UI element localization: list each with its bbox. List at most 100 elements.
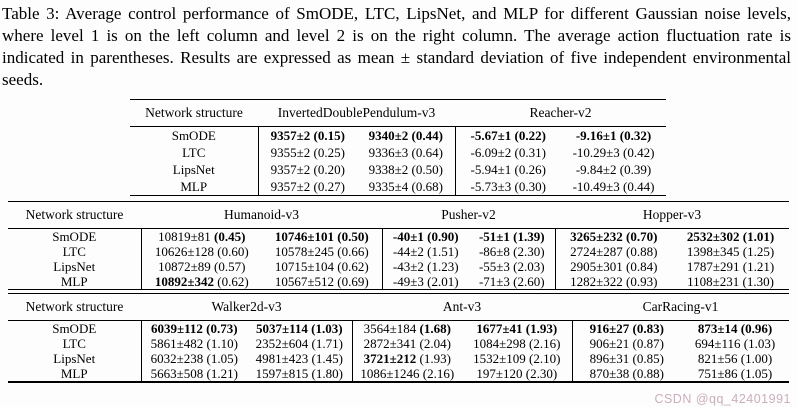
table-cell: 1084±298 (2.16) <box>473 336 561 351</box>
table-cell: -44±2 (1.51) <box>381 244 469 259</box>
column-header-hopper: Hopper-v3 <box>642 207 702 222</box>
table-cell: 10626±128 (0.60) <box>140 244 262 259</box>
row-label: MLP <box>60 274 88 289</box>
table-cell: -10.49±3 (0.44) <box>572 179 655 194</box>
csdn-watermark: CSDN @qq_42401991 <box>654 392 791 406</box>
column-header-network-structure: Network structure <box>25 299 124 314</box>
table-cell: 1398±345 (1.25) <box>686 244 775 259</box>
row-label: LipsNet <box>53 351 96 366</box>
column-header-humanoid: Humanoid-v3 <box>224 207 299 222</box>
table-cell: 10892±342 (0.62) <box>140 274 262 290</box>
column-header-inverteddoublependulum: InvertedDoublePendulum-v3 <box>277 105 436 120</box>
table-cell: 1086±1246 (2.16) <box>351 366 463 382</box>
table-cell: 1677±41 (1.93) <box>476 321 558 336</box>
column-header-walker2d: Walker2d-v3 <box>211 299 282 314</box>
table-cell: 1787±291 (1.21) <box>686 259 775 274</box>
table-cell: 906±21 (0.87) <box>571 336 682 351</box>
table-caption: Table 3: Average control performance of … <box>2 4 791 89</box>
table-row: MLP 5663±508 (1.21) 1597±815 (1.80) 1086±12… <box>8 366 789 382</box>
table-row: LipsNet 6032±238 (1.05) 4981±423 (1.45) 372… <box>8 351 789 366</box>
table-cell: 2872±341 (2.04) <box>351 336 463 351</box>
table-cell: 870±38 (0.88) <box>571 366 682 382</box>
table-body: SmODE 10819±81 (0.45) 10746±101 (0.50) -40±… <box>8 228 789 290</box>
table-cell: -86±8 (2.30) <box>478 244 545 259</box>
table-row: LipsNet 10872±89 (0.57) 10715±104 (0.62) -4… <box>8 259 789 274</box>
table-cell: 3721±212 (1.93) <box>351 351 463 366</box>
row-label: SmODE <box>52 321 97 336</box>
table-cell: 1108±231 (1.30) <box>687 274 774 289</box>
row-label: SmODE <box>52 229 97 244</box>
table-cell: 5663±508 (1.21) <box>140 366 247 382</box>
table-cell: -6.09±2 (0.31) <box>454 144 561 161</box>
column-header-network-structure: Network structure <box>145 105 243 120</box>
table-cell: 9357±2 (0.20) <box>257 161 357 178</box>
results-table-walker-ant-carracing: Network structure Walker2d-v3 Ant-v3 Car… <box>8 293 790 383</box>
column-header-ant: Ant-v3 <box>442 299 482 314</box>
header-row: Network structure Walker2d-v3 Ant-v3 Car… <box>8 294 790 321</box>
header-row: Network structure InvertedDoublePendulum… <box>130 100 667 127</box>
table-cell: 1532±109 (2.10) <box>473 351 561 366</box>
table-cell: 896±31 (0.85) <box>571 351 682 366</box>
table-cell: 9357±2 (0.27) <box>257 178 357 196</box>
table-cell: 10746±101 (0.50) <box>274 229 369 244</box>
table-cell: 5861±482 (1.10) <box>140 336 247 351</box>
table-cell: 10819±81 (0.45) <box>140 228 262 244</box>
results-table-humanoid-pusher-hopper: Network structure Humanoid-v3 Pusher-v2 … <box>8 201 790 290</box>
table-cell: -49±3 (2.01) <box>381 274 469 290</box>
table-cell: 1597±815 (1.80) <box>255 366 343 381</box>
table-body: SmODE 6039±112 (0.73) 5037±114 (1.03) 3564±… <box>8 320 789 382</box>
column-header-network-structure: Network structure <box>25 207 124 222</box>
table-cell: 10578±245 (0.66) <box>274 244 369 259</box>
column-header-reacher: Reacher-v2 <box>529 105 592 120</box>
table-cell: -51±1 (1.39) <box>478 229 545 244</box>
table-cell: 821±56 (1.00) <box>697 351 773 366</box>
table-cell: -10.29±3 (0.42) <box>572 145 655 160</box>
table-cell: 6032±238 (1.05) <box>140 351 247 366</box>
table-row: SmODE 10819±81 (0.45) 10746±101 (0.50) -40±… <box>8 228 789 244</box>
table-row: MLP 10892±342 (0.62) 10567±512 (0.69) -49±3… <box>8 274 789 290</box>
table-cell: 9357±2 (0.15) <box>257 126 357 144</box>
table-row: LTC 9355±2 (0.25) 9336±3 (0.64) -6.09±2 (0.… <box>130 144 666 161</box>
table-cell: 694±116 (1.03) <box>694 336 776 351</box>
table-cell: 2352±604 (1.71) <box>255 336 343 351</box>
table-cell: -55±3 (2.03) <box>478 259 545 274</box>
table-cell: 4981±423 (1.45) <box>255 351 343 366</box>
table-cell: 10715±104 (0.62) <box>274 259 369 274</box>
results-table-pendulum-reacher: Network structure InvertedDoublePendulum… <box>130 99 667 196</box>
table-cell: 9338±2 (0.50) <box>368 162 443 177</box>
table-cell: 2724±287 (0.88) <box>554 244 673 259</box>
row-label: LipsNet <box>53 259 96 274</box>
table-cell: -5.73±3 (0.30) <box>454 178 561 196</box>
table-cell: 751±86 (1.05) <box>697 366 773 381</box>
table-cell: -5.94±1 (0.26) <box>454 161 561 178</box>
table-row: MLP 9357±2 (0.27) 9335±4 (0.68) -5.73±3 (0.… <box>130 178 666 196</box>
table-cell: -43±2 (1.23) <box>381 259 469 274</box>
table-cell: -5.67±1 (0.22) <box>454 126 561 144</box>
column-header-pusher: Pusher-v2 <box>441 207 496 222</box>
table-cell: 2532±302 (1.01) <box>686 229 775 244</box>
row-label: LTC <box>182 145 206 160</box>
table-row: SmODE 6039±112 (0.73) 5037±114 (1.03) 3564±… <box>8 320 789 336</box>
table-cell: 6039±112 (0.73) <box>140 320 247 336</box>
table-cell: 9355±2 (0.25) <box>257 144 357 161</box>
table-cell: 873±14 (0.96) <box>697 321 773 336</box>
row-label: SmODE <box>171 128 216 143</box>
table-row: LTC 10626±128 (0.60) 10578±245 (0.66) -44±2… <box>8 244 789 259</box>
table-cell: 197±120 (2.30) <box>476 366 558 381</box>
table-cell: -9.16±1 (0.32) <box>575 128 652 143</box>
table-cell: -40±1 (0.90) <box>381 228 469 244</box>
table-cell: 9340±2 (0.44) <box>368 128 443 143</box>
table-cell: -71±3 (2.60) <box>478 274 545 289</box>
table-cell: 10567±512 (0.69) <box>274 274 369 289</box>
row-label: LTC <box>62 336 86 351</box>
table-cell: 3265±232 (0.70) <box>554 228 673 244</box>
table-cell: 3564±184 (1.68) <box>351 320 463 336</box>
table-cell: -9.84±2 (0.39) <box>575 162 652 177</box>
header-row: Network structure Humanoid-v3 Pusher-v2 … <box>8 202 790 229</box>
table-row: SmODE 9357±2 (0.15) 9340±2 (0.44) -5.67±1 (… <box>130 126 666 144</box>
table-row: LipsNet 9357±2 (0.20) 9338±2 (0.50) -5.94±1… <box>130 161 666 178</box>
row-label: LipsNet <box>172 162 215 177</box>
table-row: LTC 5861±482 (1.10) 2352±604 (1.71) 2872±34… <box>8 336 789 351</box>
table-cell: 10872±89 (0.57) <box>140 259 262 274</box>
row-label: MLP <box>60 366 88 381</box>
